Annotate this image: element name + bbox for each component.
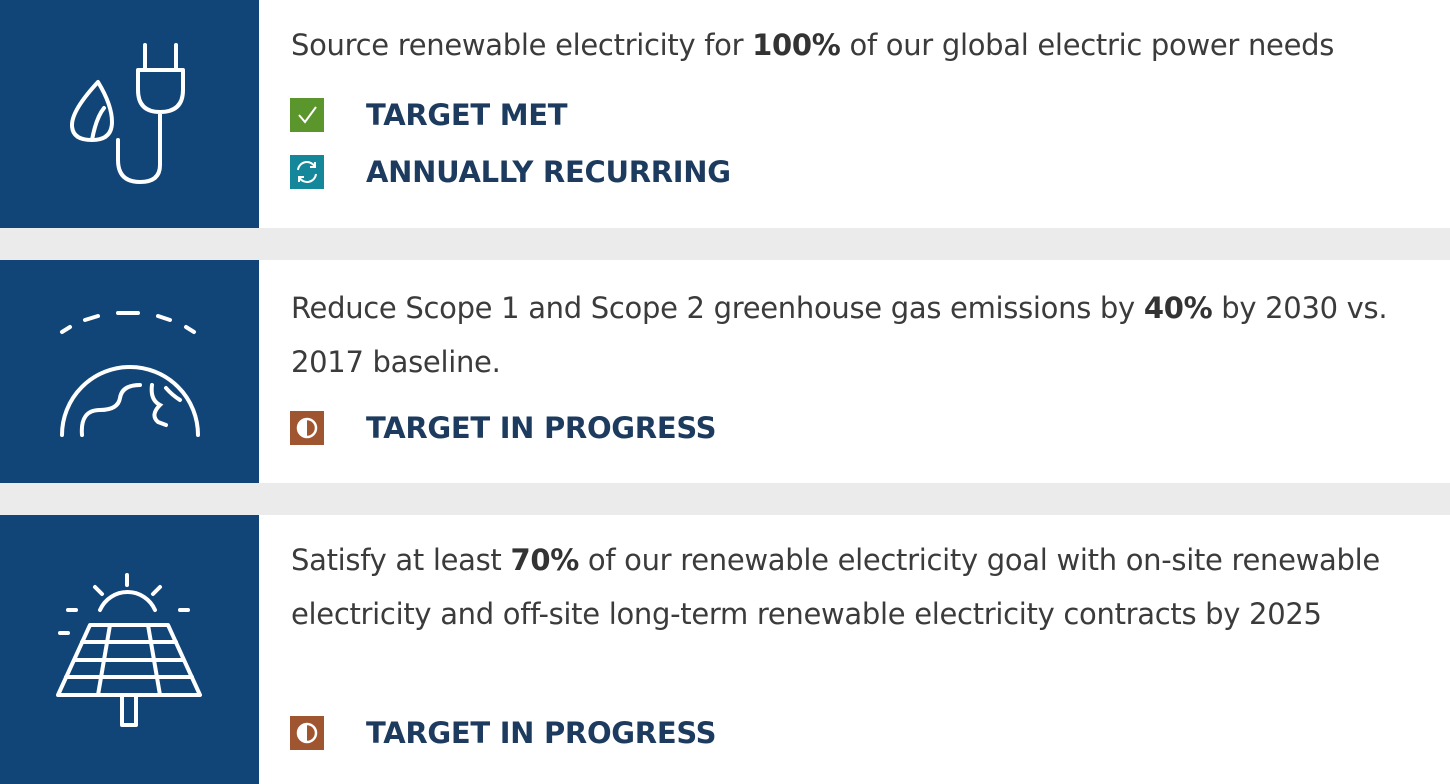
status-label: TARGET MET <box>366 98 568 132</box>
goal-text: Reduce Scope 1 and Scope 2 greenhouse ga… <box>291 281 1446 389</box>
check-badge <box>290 98 324 132</box>
goal-text-end: by 2030 vs. 2017 baseline. <box>291 291 1397 379</box>
goal-highlight: 100% <box>752 28 841 62</box>
goal-text-end: of our global electric power needs <box>840 28 1335 62</box>
goal-text: Source renewable electricity for 100% of… <box>291 18 1446 72</box>
status-label: TARGET IN PROGRESS <box>366 716 717 750</box>
status: TARGET IN PROGRESS <box>290 408 717 448</box>
goal-text-start: Reduce Scope 1 and Scope 2 greenhouse ga… <box>291 291 1144 325</box>
progress-badge <box>290 716 324 750</box>
status: TARGET MET <box>290 95 568 135</box>
goal-row: Source renewable electricity for 100% of… <box>0 0 1450 228</box>
globe-icon <box>0 260 259 483</box>
solar-icon <box>0 515 259 784</box>
status-label: ANNUALLY RECURRING <box>366 155 731 189</box>
recurring-badge <box>290 155 324 189</box>
goal-text: Satisfy at least 70% of our renewable el… <box>291 533 1446 641</box>
goal-row: Satisfy at least 70% of our renewable el… <box>0 515 1450 784</box>
plug-leaf-icon <box>0 0 259 228</box>
goal-text-start: Source renewable electricity for <box>291 28 753 62</box>
status: ANNUALLY RECURRING <box>290 152 731 192</box>
goal-highlight: 40% <box>1143 291 1213 325</box>
goal-text-end: of our renewable electricity goal with o… <box>291 543 1389 631</box>
status-label: TARGET IN PROGRESS <box>366 411 717 445</box>
goal-highlight: 70% <box>510 543 579 577</box>
status: TARGET IN PROGRESS <box>290 713 717 753</box>
progress-badge <box>290 411 324 445</box>
goal-row: Reduce Scope 1 and Scope 2 greenhouse ga… <box>0 260 1450 483</box>
goal-text-start: Satisfy at least <box>291 543 511 577</box>
